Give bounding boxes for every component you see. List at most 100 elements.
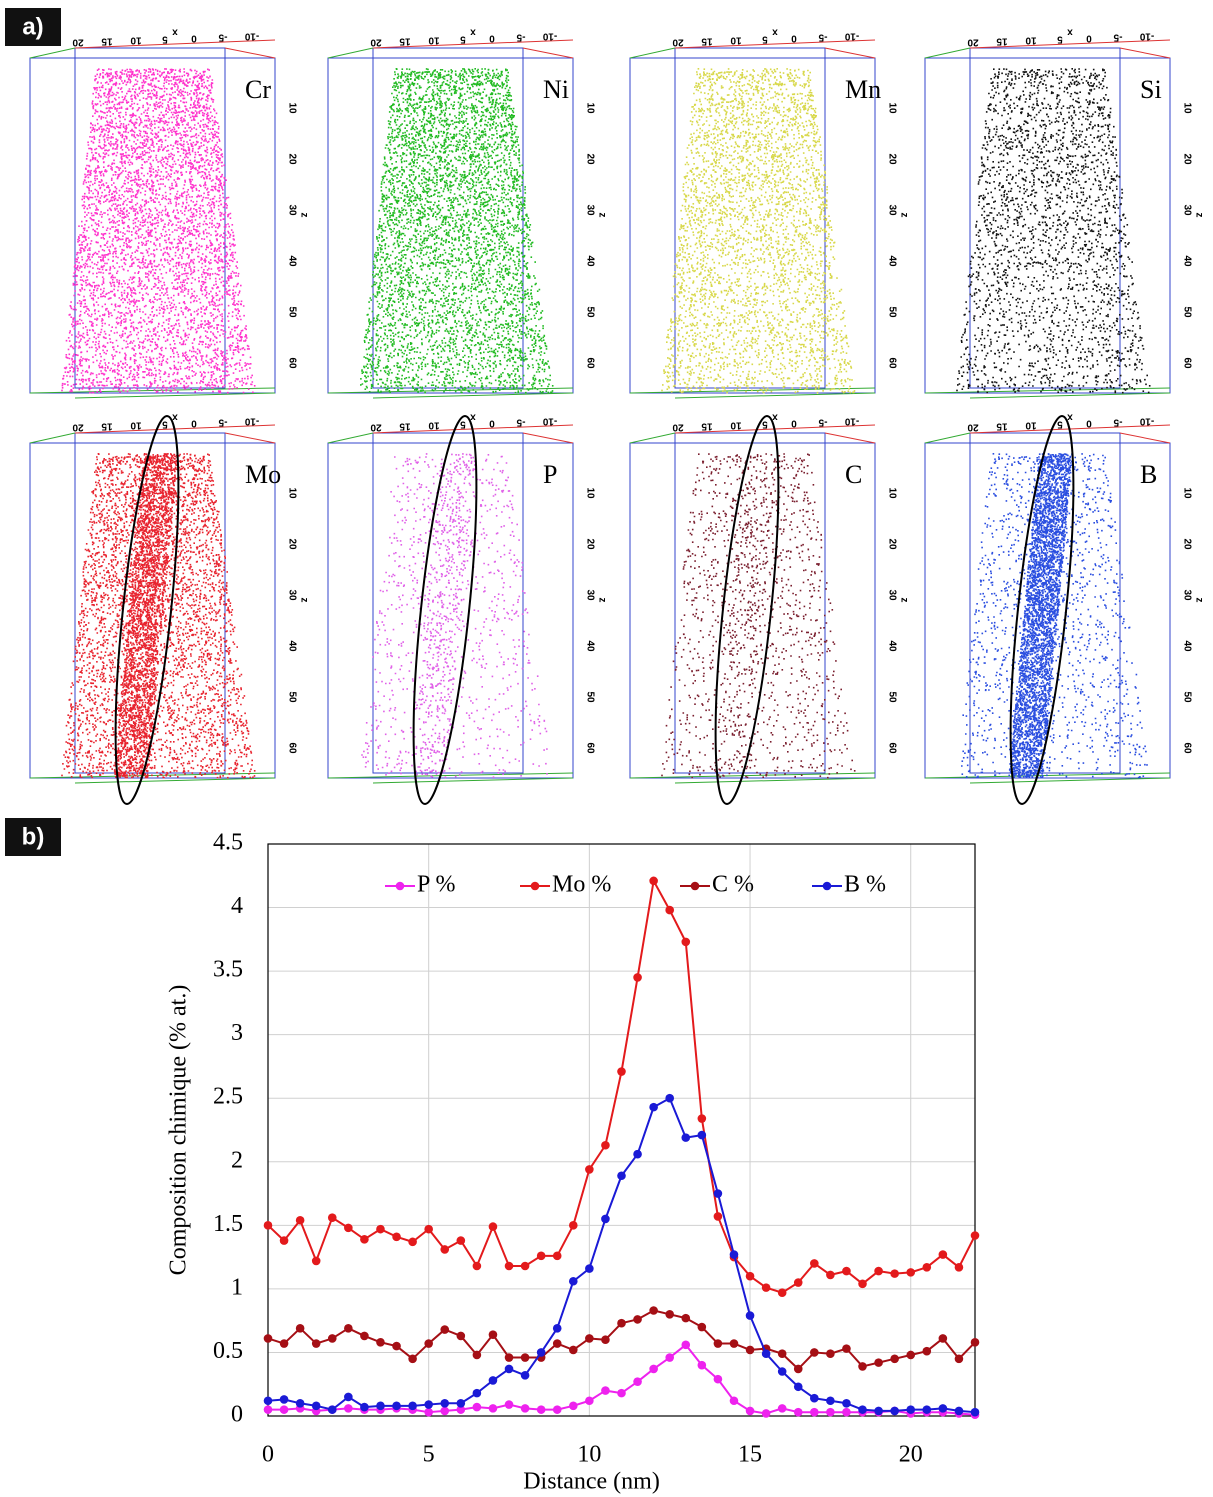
data-point — [633, 1149, 642, 1159]
data-point — [424, 1224, 433, 1234]
z-tick-label: 60 — [1181, 357, 1192, 369]
x-tick-label: 15 — [701, 420, 713, 431]
x-tick-label: 0 — [489, 417, 495, 428]
atom-cloud — [661, 68, 856, 394]
data-point — [344, 1223, 353, 1233]
box-edge — [522, 432, 574, 444]
box-edge — [629, 57, 876, 394]
box-edge — [74, 392, 276, 399]
data-point — [456, 1405, 466, 1414]
highlight-ellipse — [1009, 415, 1075, 805]
box-edge — [372, 39, 574, 49]
box-edge — [969, 39, 1171, 49]
box-edge — [674, 47, 826, 389]
data-point — [408, 1401, 417, 1411]
data-point — [922, 1405, 932, 1414]
data-point — [810, 1407, 819, 1417]
x-tick-label: 15 — [399, 420, 411, 431]
data-point — [585, 1396, 594, 1406]
z-tick-label: 40 — [1181, 640, 1192, 652]
data-point — [536, 1251, 546, 1261]
box-edge — [522, 47, 574, 59]
z-axis-label: z — [596, 213, 607, 218]
z-tick-label: 50 — [1181, 691, 1192, 703]
legend-label: B % — [844, 872, 886, 898]
element-label: Cr — [245, 75, 271, 104]
x-tick-label: -10 — [1139, 415, 1154, 426]
series-line — [268, 1343, 976, 1416]
x-tick-label: 5 — [460, 33, 466, 44]
data-point — [601, 1140, 610, 1150]
element-label: B — [1140, 460, 1157, 489]
z-tick-label: 20 — [1181, 538, 1192, 550]
z-tick-label: 30 — [286, 204, 297, 216]
x-tick-label: -10 — [542, 415, 557, 426]
data-point — [456, 1331, 466, 1341]
data-point — [456, 1236, 466, 1245]
data-point — [649, 876, 658, 886]
z-tick-label: 30 — [584, 589, 595, 601]
panel-label-box — [5, 8, 61, 46]
y-tick-label: 1 — [231, 1274, 243, 1300]
data-point — [874, 1358, 883, 1367]
x-tick-label: 20 — [967, 36, 979, 47]
x-tick-label: 15 — [738, 1442, 762, 1468]
z-tick-label: 60 — [886, 742, 897, 754]
data-point — [295, 1215, 305, 1225]
data-point — [665, 905, 675, 915]
data-point — [295, 1398, 305, 1408]
data-point — [263, 1396, 273, 1406]
data-point — [424, 1400, 433, 1409]
data-point — [858, 1279, 867, 1289]
data-point — [842, 1266, 851, 1276]
data-point — [360, 1331, 369, 1341]
data-point — [344, 1323, 353, 1333]
panel-label: b) — [22, 823, 45, 850]
data-point — [681, 937, 691, 947]
data-point — [440, 1398, 450, 1408]
data-point — [938, 1250, 948, 1259]
data-point — [777, 1404, 787, 1413]
box-edge — [1119, 47, 1171, 59]
x-tick-label: 10 — [730, 34, 742, 45]
box-edge — [224, 432, 276, 444]
data-point — [793, 1278, 803, 1287]
z-tick-label: 20 — [286, 153, 297, 165]
x-tick-label: -10 — [844, 415, 859, 426]
data-point — [633, 973, 642, 982]
data-point — [617, 1171, 626, 1181]
box-edge — [74, 432, 226, 774]
z-tick-label: 50 — [584, 691, 595, 703]
x-tick-label: 0 — [791, 32, 797, 43]
z-tick-label: 30 — [1181, 204, 1192, 216]
x-tick-label: 10 — [428, 34, 440, 45]
highlight-ellipse — [412, 415, 478, 805]
x-tick-label: 15 — [701, 35, 713, 46]
z-tick-label: 30 — [584, 204, 595, 216]
y-axis-label: Composition chimique (% at.) — [166, 985, 192, 1276]
panel-label-box — [5, 818, 61, 856]
y-tick-label: 1.5 — [213, 1211, 243, 1237]
x-tick-label: -5 — [218, 31, 227, 42]
x-tick-label: 10 — [428, 419, 440, 430]
x-tick-label: 20 — [672, 421, 684, 432]
box-edge — [629, 772, 876, 779]
legend-marker — [530, 881, 540, 891]
z-tick-label: 10 — [1181, 487, 1192, 499]
data-point — [440, 1325, 450, 1334]
series-line — [267, 879, 976, 1294]
data-point — [793, 1364, 803, 1374]
data-point — [376, 1337, 385, 1347]
data-point — [520, 1371, 530, 1380]
data-point — [568, 1221, 578, 1230]
box-edge — [327, 57, 574, 394]
data-point — [665, 1353, 675, 1362]
atom-cloud — [61, 68, 256, 394]
z-tick-label: 20 — [1181, 153, 1192, 165]
atom-cloud — [961, 453, 1148, 779]
z-tick-label: 40 — [584, 640, 595, 652]
legend-label: Mo % — [552, 872, 611, 898]
data-point — [665, 1310, 675, 1319]
